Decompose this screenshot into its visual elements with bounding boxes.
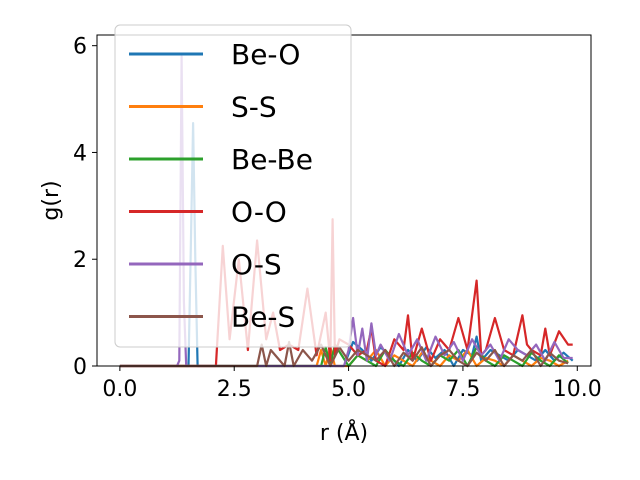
y-tick-label: 2: [73, 248, 87, 273]
legend-label-o-o: O-O: [231, 196, 287, 229]
x-tick-label: 0.0: [102, 377, 137, 402]
legend-label-o-s: O-S: [231, 248, 282, 281]
y-axis-label: g(r): [39, 180, 64, 220]
x-tick-label: 2.5: [217, 377, 252, 402]
x-tick-label: 10.0: [553, 377, 602, 402]
legend-label-be-s: Be-S: [231, 301, 295, 334]
x-axis-label: r (Å): [320, 419, 368, 446]
y-axis-ticks: 0 2 4 6: [73, 35, 97, 380]
y-tick-label: 0: [73, 355, 87, 380]
x-axis-ticks: 0.0 2.5 5.0 7.5 10.0: [102, 366, 602, 402]
legend-label-be-o: Be-O: [231, 38, 300, 71]
x-tick-label: 5.0: [331, 377, 366, 402]
legend-label-s-s: S-S: [231, 91, 277, 124]
y-tick-label: 6: [73, 35, 87, 60]
x-tick-label: 7.5: [445, 377, 480, 402]
legend-box: [114, 24, 352, 348]
legend: Be-O S-S Be-Be O-O O-S Be-S: [114, 24, 352, 348]
legend-label-be-be: Be-Be: [231, 143, 313, 176]
y-tick-label: 4: [73, 141, 87, 166]
